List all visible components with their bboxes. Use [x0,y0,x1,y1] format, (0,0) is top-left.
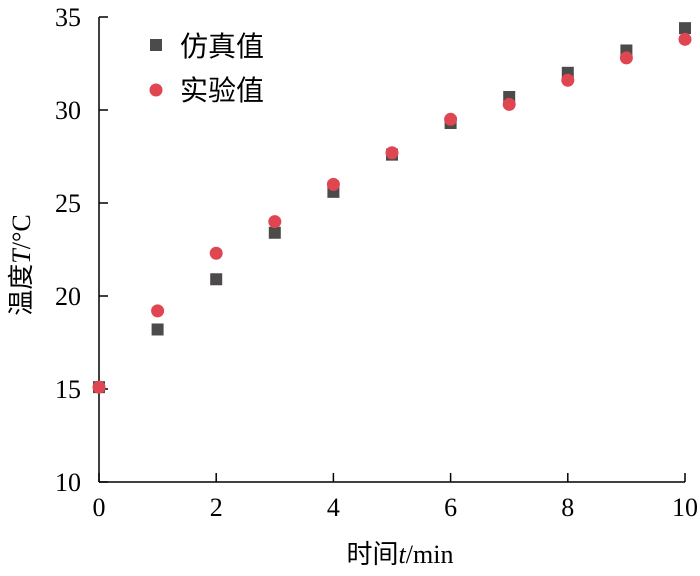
sim-point [679,22,691,35]
x-tick-label: 6 [444,493,457,522]
y-tick-label: 35 [55,3,81,32]
legend-marker-circle [149,83,163,97]
x-axis-title-prefix: 时间 [347,540,399,570]
y-tick-label: 20 [55,282,81,311]
x-axis-title-var: t [399,540,407,569]
y-axis-title-unit: /°C [7,214,36,249]
exp-point [444,112,458,126]
exp-point [678,32,692,46]
exp-point [151,304,165,318]
x-tick-label: 2 [210,493,223,522]
sim-point [268,226,281,239]
sim-point [210,273,223,286]
y-tick-label: 10 [55,468,81,497]
legend: 仿真值 实验值 [149,30,264,107]
y-tick-label: 15 [55,375,81,404]
x-tick-label: 10 [672,493,698,522]
exp-point [92,380,106,394]
ticks-layer: 0 2 4 6 8 10 10 15 20 25 30 35 [55,3,698,522]
exp-point [619,51,633,65]
y-axis-title-prefix: 温度 [7,264,37,316]
exp-point [385,146,399,160]
sim-point [151,323,164,336]
exp-point [561,73,575,87]
legend-label-exp: 实验值 [180,74,264,107]
y-tick-label: 25 [55,189,81,218]
y-axis-title-var: T [7,248,36,264]
x-axis-title-unit: /min [406,540,454,569]
x-tick-label: 4 [327,493,340,522]
y-tick-label: 30 [55,96,81,125]
exp-point [502,97,516,111]
points-layer [92,22,692,394]
exp-point [268,215,282,229]
x-axis-title: 时间t/min [347,540,454,570]
legend-marker-square [150,39,162,51]
exp-point [209,246,223,260]
legend-label-sim: 仿真值 [180,30,264,63]
y-axis-title: 温度T/°C [7,214,37,315]
x-tick-label: 0 [93,493,106,522]
exp-point [326,177,340,191]
x-tick-label: 8 [561,493,574,522]
